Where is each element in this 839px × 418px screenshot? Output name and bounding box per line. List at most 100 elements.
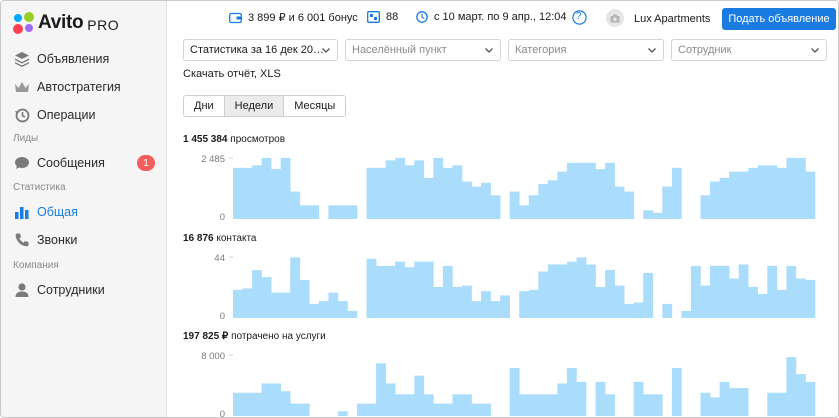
views-bar[interactable] [729, 171, 739, 219]
views-bar[interactable] [404, 165, 415, 219]
help-button[interactable]: ? [572, 10, 587, 25]
city-select[interactable]: Населённый пункт [345, 39, 501, 61]
contacts-bar[interactable] [700, 285, 711, 318]
contacts-bar[interactable] [576, 257, 587, 318]
spend-bar[interactable] [280, 391, 291, 416]
views-bar[interactable] [557, 171, 568, 219]
tariff-period[interactable]: с 10 март. по 9 апр., 12:04 [416, 11, 567, 23]
brand-logo[interactable]: Avito PRO [13, 11, 119, 35]
contacts-bar[interactable] [519, 291, 530, 318]
contacts-bar[interactable] [786, 265, 797, 318]
spend-bar[interactable] [538, 394, 549, 416]
sidebar-item-listings[interactable]: Объявления [13, 47, 163, 71]
spend-bar[interactable] [290, 403, 301, 416]
spend-bar[interactable] [719, 381, 730, 416]
contacts-bar[interactable] [423, 261, 434, 318]
contacts-bar[interactable] [795, 278, 806, 318]
granularity-days[interactable]: Дни [184, 96, 225, 116]
spend-bar[interactable] [595, 381, 606, 416]
views-bar[interactable] [261, 157, 272, 219]
views-bar[interactable] [433, 157, 444, 219]
contacts-bar[interactable] [614, 285, 625, 318]
spend-bar[interactable] [776, 392, 787, 416]
download-report-link[interactable]: Скачать отчёт, XLS [183, 68, 281, 80]
spend-bar[interactable] [442, 403, 453, 416]
contacts-bar[interactable] [328, 292, 339, 318]
views-bar[interactable] [776, 167, 787, 219]
contacts-bar[interactable] [643, 272, 654, 318]
views-bar[interactable] [538, 184, 549, 219]
spend-bar[interactable] [795, 374, 806, 416]
contacts-bar[interactable] [528, 289, 539, 318]
views-bar[interactable] [471, 186, 482, 219]
spend-bar[interactable] [805, 381, 816, 416]
spend-bar[interactable] [547, 394, 558, 416]
sidebar-item-messages[interactable]: Сообщения 1 [13, 151, 163, 175]
spend-bar[interactable] [576, 381, 587, 416]
contacts-bar[interactable] [500, 295, 510, 318]
contacts-bar[interactable] [461, 285, 472, 318]
contacts-bar[interactable] [566, 261, 577, 318]
views-bar[interactable] [347, 205, 358, 219]
spend-bar[interactable] [252, 392, 262, 416]
contacts-bar[interactable] [299, 279, 310, 318]
spend-bar[interactable] [376, 363, 386, 416]
contacts-bar[interactable] [748, 287, 759, 318]
category-select[interactable]: Категория [508, 39, 664, 61]
spend-bar[interactable] [433, 403, 444, 416]
views-bar[interactable] [271, 169, 281, 219]
sidebar-item-employees[interactable]: Сотрудники [13, 278, 163, 302]
contacts-bar[interactable] [366, 258, 377, 318]
spend-bar[interactable] [633, 381, 644, 416]
spend-bar[interactable] [337, 411, 348, 416]
spend-bar[interactable] [710, 397, 720, 416]
contacts-bar[interactable] [252, 270, 262, 318]
views-bar[interactable] [481, 182, 491, 219]
views-bar[interactable] [719, 177, 730, 219]
views-bar[interactable] [299, 205, 310, 219]
contacts-bar[interactable] [452, 287, 463, 318]
contacts-bar[interactable] [738, 264, 749, 318]
spend-bar[interactable] [671, 367, 682, 416]
spend-bar[interactable] [299, 403, 310, 416]
spend-bar[interactable] [404, 394, 415, 416]
spend-bar[interactable] [729, 388, 739, 416]
contacts-bar[interactable] [433, 287, 444, 318]
account-menu[interactable]: Lux Apartments [606, 9, 710, 27]
spend-bar[interactable] [509, 367, 520, 416]
contacts-bar[interactable] [757, 294, 768, 318]
views-bar[interactable] [528, 195, 539, 219]
views-bar[interactable] [252, 165, 262, 219]
views-bar[interactable] [395, 157, 406, 219]
spend-bar[interactable] [519, 394, 530, 416]
contacts-bar[interactable] [710, 265, 720, 318]
contacts-bar[interactable] [633, 302, 644, 319]
listings-counter[interactable]: 88 [367, 11, 398, 23]
contacts-bar[interactable] [404, 267, 415, 318]
views-bar[interactable] [643, 210, 654, 219]
spend-bar[interactable] [385, 383, 396, 416]
views-bar[interactable] [605, 162, 615, 219]
views-bar[interactable] [595, 169, 606, 219]
contacts-bar[interactable] [557, 264, 568, 318]
contacts-bar[interactable] [385, 265, 396, 318]
views-bar[interactable] [614, 186, 625, 219]
spend-bar[interactable] [395, 394, 406, 416]
spend-bar[interactable] [767, 392, 778, 416]
contacts-bar[interactable] [690, 265, 701, 318]
contacts-bar[interactable] [318, 301, 329, 318]
spend-bar[interactable] [471, 403, 482, 416]
views-bar[interactable] [767, 165, 778, 219]
contacts-bar[interactable] [490, 301, 501, 318]
views-bar[interactable] [748, 167, 759, 219]
views-bar[interactable] [242, 167, 253, 219]
spend-bar[interactable] [786, 357, 797, 416]
employee-select[interactable]: Сотрудник [671, 39, 827, 61]
views-bar[interactable] [662, 186, 673, 219]
views-bar[interactable] [290, 191, 301, 219]
spend-bar[interactable] [738, 388, 749, 416]
views-bar[interactable] [710, 181, 720, 219]
contacts-bar[interactable] [471, 301, 482, 318]
contacts-bar[interactable] [729, 278, 739, 318]
views-bar[interactable] [328, 205, 339, 219]
